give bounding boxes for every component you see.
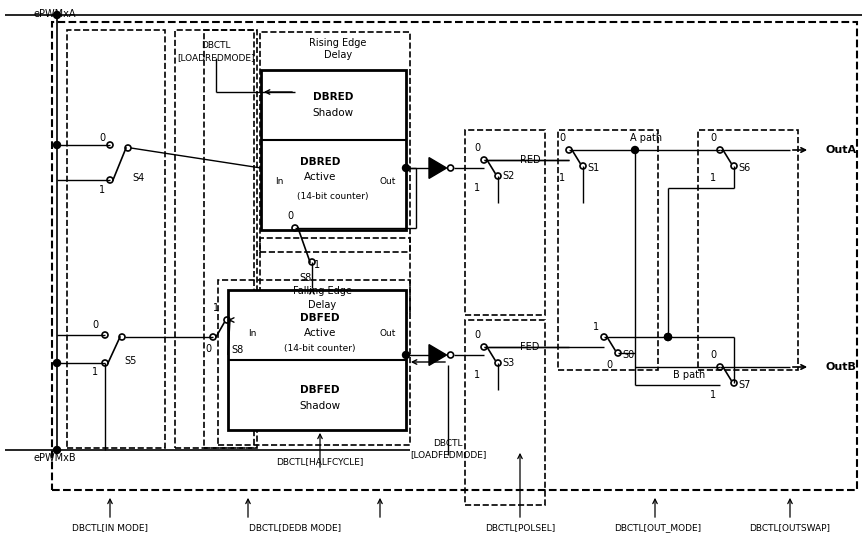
Text: Active: Active [303,328,336,338]
Circle shape [402,351,409,358]
Bar [465,320,545,505]
Text: 0: 0 [474,143,480,153]
Text: DBCTL[OUT_MODE]: DBCTL[OUT_MODE] [615,523,701,533]
Text: 1: 1 [314,260,320,270]
Text: Falling Edge: Falling Edge [292,286,351,296]
Circle shape [54,446,61,453]
Text: [LOADREDMODE]: [LOADREDMODE] [177,53,255,63]
Text: 0: 0 [92,320,98,330]
Text: Shadow: Shadow [312,108,354,118]
Circle shape [631,147,638,154]
Text: Delay: Delay [324,50,352,60]
Text: 1: 1 [99,185,105,195]
Text: DBCTL[DEDB MODE]: DBCTL[DEDB MODE] [249,523,341,533]
Bar [175,30,257,448]
Text: 1: 1 [593,322,599,332]
Text: RED: RED [519,155,540,165]
Text: S6: S6 [738,163,750,173]
Text: B path: B path [673,370,705,380]
Bar [67,30,165,448]
Text: 1: 1 [92,367,98,377]
Bar [204,30,254,448]
Bar [218,280,410,445]
Text: In: In [248,328,257,337]
Text: 0: 0 [606,360,612,370]
Text: 1: 1 [474,183,480,193]
Text: S7: S7 [738,380,750,390]
Circle shape [54,142,61,149]
Text: 0: 0 [474,330,480,340]
Text: S8: S8 [231,345,244,355]
Text: In: In [275,177,284,186]
Text: DBFED: DBFED [300,385,340,395]
Text: DBFED: DBFED [300,313,340,323]
Text: Rising Edge: Rising Edge [310,38,367,48]
Bar [698,130,798,370]
Text: FED: FED [520,342,539,352]
Text: S4: S4 [132,173,144,183]
Text: [LOADFEDMODE]: [LOADFEDMODE] [410,451,486,460]
Text: Shadow: Shadow [299,401,341,411]
Polygon shape [429,157,447,178]
Polygon shape [429,344,447,365]
Text: 0: 0 [99,133,105,143]
Text: S8: S8 [299,273,311,283]
Circle shape [664,334,672,341]
Text: ePWMxA: ePWMxA [33,9,75,19]
Circle shape [664,334,672,341]
Text: DBRED: DBRED [300,157,340,167]
Circle shape [402,164,409,171]
Text: Out: Out [380,177,396,186]
Text: DBCTL[POLSEL]: DBCTL[POLSEL] [485,523,555,533]
Text: (14-bit counter): (14-bit counter) [284,343,355,353]
Bar [260,32,410,252]
Text: DBCTL: DBCTL [434,439,463,447]
Text: DBRED: DBRED [313,92,353,102]
Text: 0: 0 [710,133,716,143]
Text: S0: S0 [622,350,635,360]
Bar [558,130,658,370]
Text: Delay: Delay [308,300,336,310]
Text: DBCTL: DBCTL [201,42,231,51]
Bar [465,130,545,315]
Text: (14-bit counter): (14-bit counter) [297,192,368,202]
Text: S1: S1 [587,163,599,173]
Text: DBCTL[HALFCYCLE]: DBCTL[HALFCYCLE] [277,458,363,466]
Bar [260,238,410,313]
Text: 0: 0 [710,350,716,360]
Text: 1: 1 [474,370,480,380]
Text: S3: S3 [502,358,514,368]
Bar [261,70,406,230]
Text: Active: Active [303,172,336,182]
Circle shape [54,11,61,18]
Circle shape [54,360,61,367]
Text: 1: 1 [559,173,565,183]
Text: Out: Out [380,328,396,337]
Text: DBCTL[OUTSWAP]: DBCTL[OUTSWAP] [749,523,831,533]
Text: 0: 0 [287,211,293,221]
Text: 0: 0 [559,133,565,143]
Text: S2: S2 [502,171,514,181]
Text: OutB: OutB [825,362,856,372]
Bar [228,290,406,430]
Text: 0: 0 [205,344,211,354]
Text: S5: S5 [124,356,136,366]
Text: A path: A path [630,133,662,143]
Text: ePWMxB: ePWMxB [33,453,75,463]
Bar [52,22,857,490]
Text: DBCTL[IN MODE]: DBCTL[IN MODE] [72,523,148,533]
Text: 1: 1 [213,303,219,313]
Text: 1: 1 [710,173,716,183]
Text: OutA: OutA [825,145,856,155]
Text: 1: 1 [710,390,716,400]
